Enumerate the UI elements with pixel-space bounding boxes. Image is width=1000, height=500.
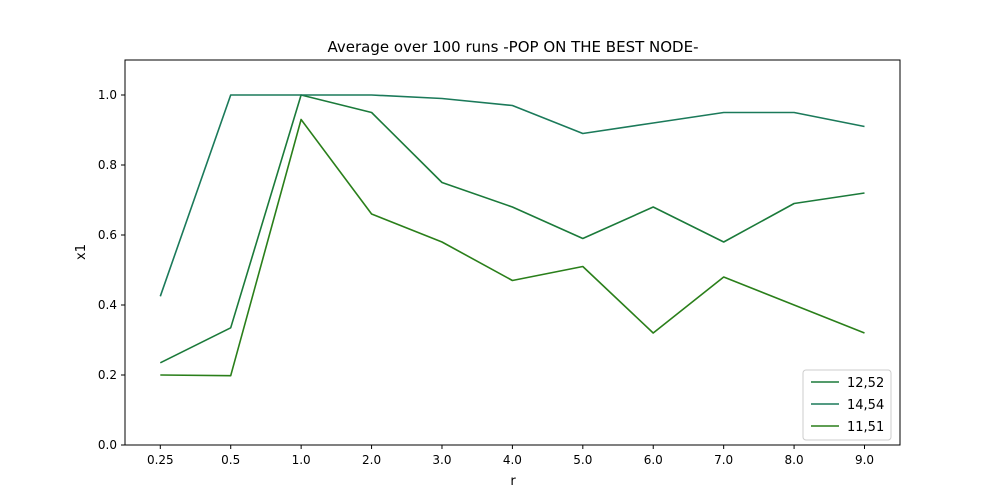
x-tick-label: 5.0 xyxy=(573,453,592,467)
chart-title: Average over 100 runs -POP ON THE BEST N… xyxy=(328,38,699,56)
x-tick-label: 9.0 xyxy=(855,453,874,467)
legend: 12,52 14,54 11,51 xyxy=(802,369,892,441)
y-axis: 0.0 0.2 0.4 0.6 0.8 1.0 xyxy=(98,88,125,452)
series-line-12-52 xyxy=(159,94,865,364)
x-tick-label: 2.0 xyxy=(362,453,381,467)
y-tick-label: 1.0 xyxy=(98,88,117,102)
x-axis-label: r xyxy=(510,474,516,489)
y-tick-label: 0.8 xyxy=(98,158,117,172)
legend-entry: 12,52 xyxy=(847,376,884,391)
series-line-11-51 xyxy=(160,118,865,377)
x-tick-label: 4.0 xyxy=(503,453,522,467)
x-tick-label: 6.0 xyxy=(644,453,663,467)
x-tick-label: 7.0 xyxy=(714,453,733,467)
x-tick-label: 1.0 xyxy=(292,453,311,467)
legend-box xyxy=(802,369,892,441)
y-axis-label: x1 xyxy=(74,244,89,260)
y-tick-label: 0.2 xyxy=(98,368,117,382)
x-tick-label: 0.25 xyxy=(147,453,174,467)
series-line-14-54 xyxy=(159,94,865,297)
x-axis: 0.25 0.5 1.0 2.0 3.0 4.0 5.0 6.0 7.0 8.0 9.0 xyxy=(147,445,874,467)
plot-area xyxy=(159,94,865,377)
x-tick-label: 8.0 xyxy=(785,453,804,467)
legend-entry: 11,51 xyxy=(847,420,884,435)
y-tick-label: 0.4 xyxy=(98,298,117,312)
x-tick-label: 0.5 xyxy=(221,453,240,467)
y-tick-label: 0.6 xyxy=(98,228,117,242)
plot-frame xyxy=(124,59,901,446)
x-tick-label: 3.0 xyxy=(432,453,451,467)
y-tick-label: 0.0 xyxy=(98,438,117,452)
legend-entry: 14,54 xyxy=(847,398,884,413)
